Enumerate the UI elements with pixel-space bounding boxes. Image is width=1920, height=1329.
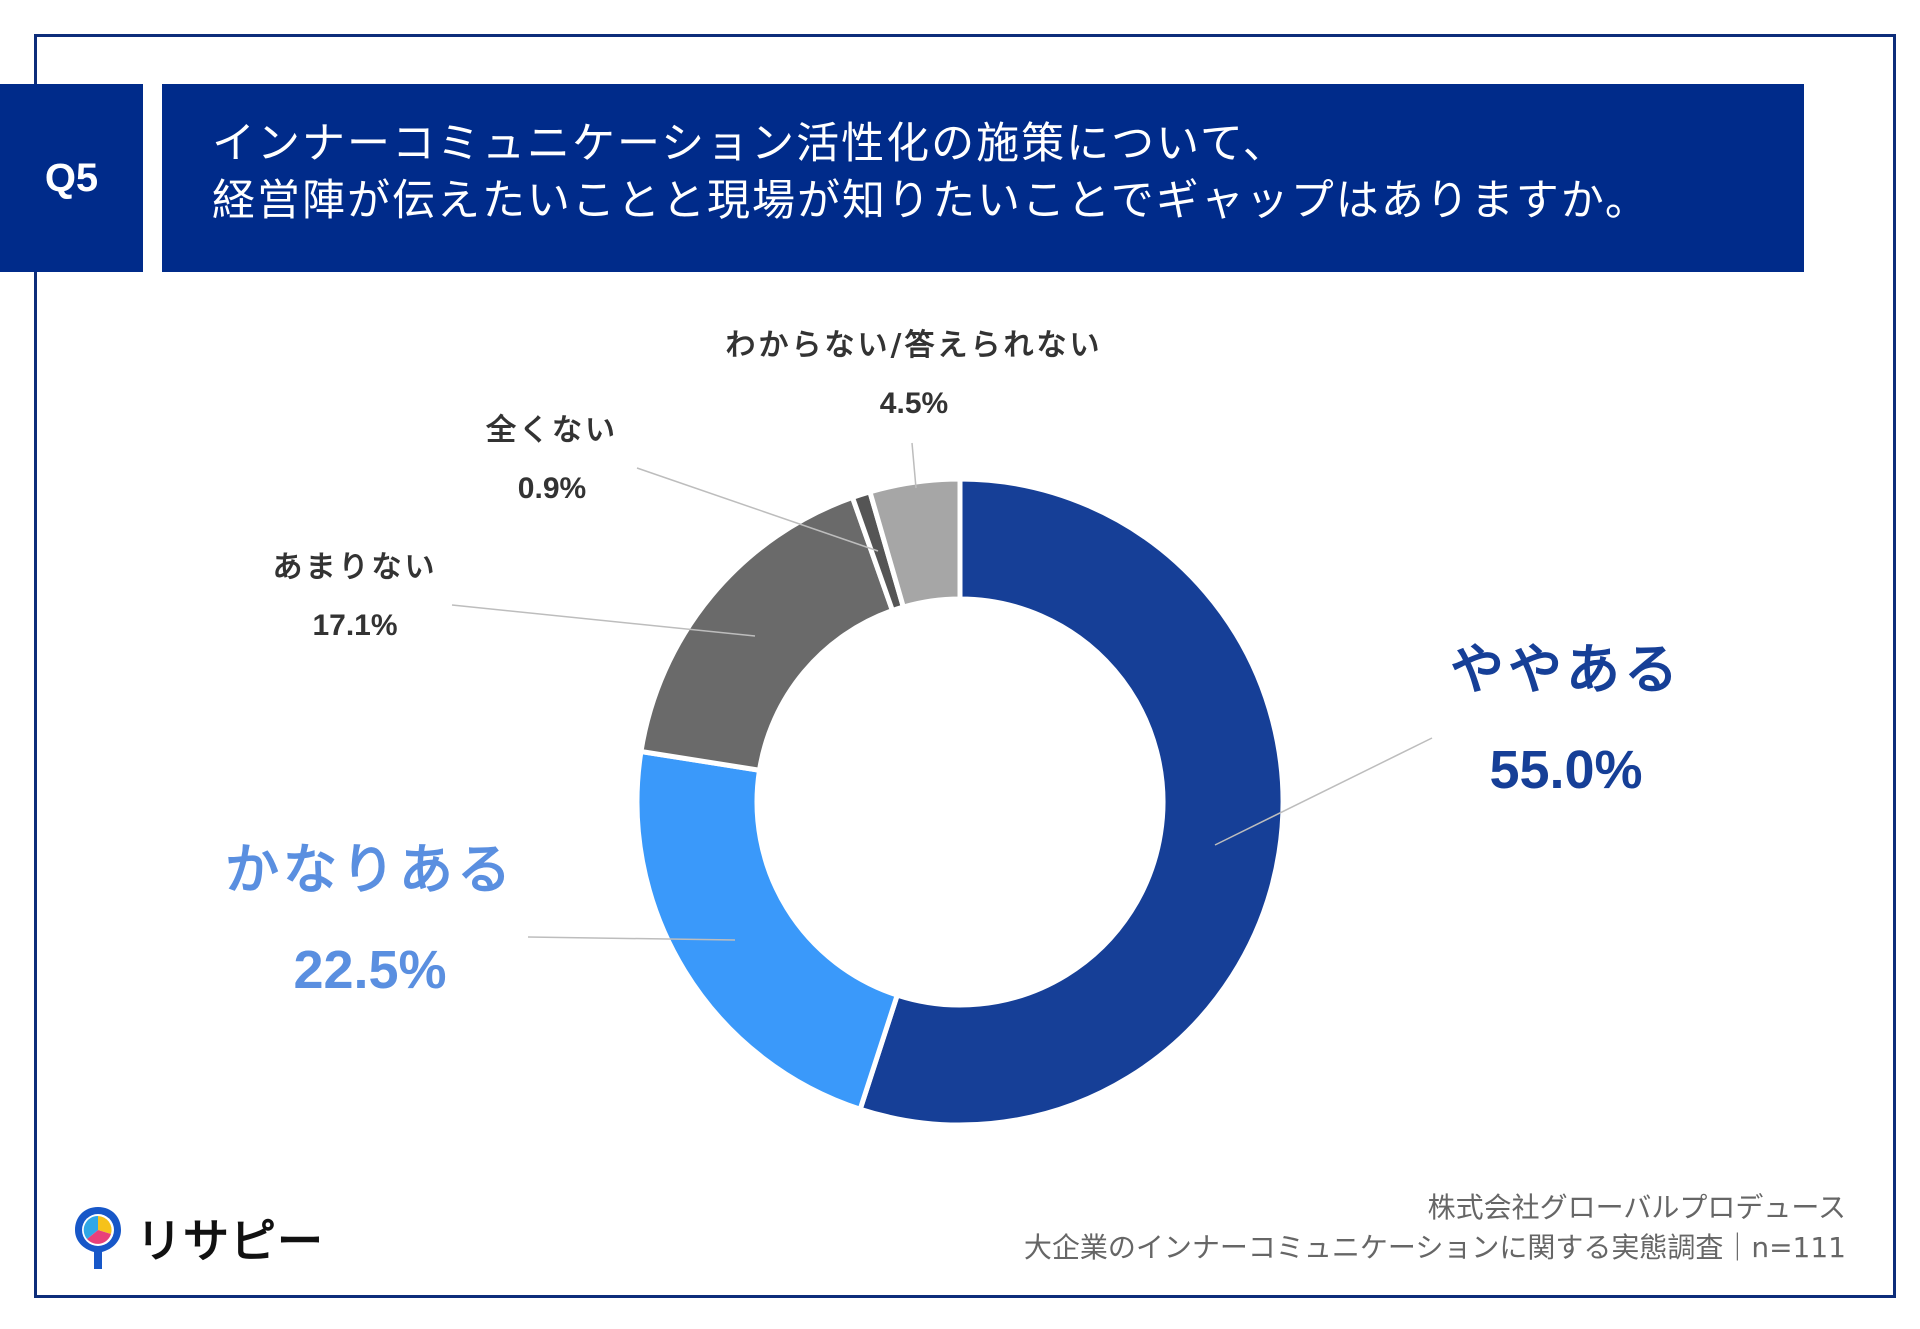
source-note: 株式会社グローバルプロデュース 大企業のインナーコミュニケーションに関する実態調… <box>1024 1188 1846 1268</box>
slice-5 <box>867 476 963 610</box>
slice-3 <box>638 494 895 773</box>
question-title-line-1: インナーコミュニケーション活性化の施策について、 <box>212 119 1288 169</box>
donut-slices <box>634 476 1286 1128</box>
slice-2 <box>634 748 900 1112</box>
leader-line-2 <box>527 936 736 941</box>
source-company: 株式会社グローバルプロデュース <box>1427 1191 1846 1224</box>
leader-lines <box>451 442 1433 941</box>
leader-line-5 <box>911 442 917 489</box>
slice-labels: ややある 55.0% かなりある 22.5% あまりない 17.1% 全くない 0.9% わから… <box>225 328 1682 1000</box>
pin-logo-icon <box>75 1207 121 1269</box>
slice-label-2: かなりある <box>225 838 515 901</box>
logo-text: リサピー <box>136 1214 324 1268</box>
slice-value-5: 4.5% <box>880 387 948 420</box>
slice-value-2: 22.5% <box>293 940 446 1000</box>
source-survey: 大企業のインナーコミュニケーションに関する実態調査｜n=111 <box>1023 1231 1846 1264</box>
slice-1 <box>857 476 1286 1128</box>
leader-line-4 <box>636 467 879 552</box>
question-title: インナーコミュニケーション活性化の施策について、 経営陣が伝えたいことと現場が知… <box>162 84 1804 272</box>
brand-logo: リサピー <box>70 1203 324 1273</box>
chart-frame <box>34 34 1896 1298</box>
question-title-line-2: 経営陣が伝えたいことと現場が知りたいことでギャップはありますか。 <box>212 176 1650 226</box>
slice-value-4: 0.9% <box>518 472 586 505</box>
slice-label-1: ややある <box>1450 638 1682 701</box>
slice-value-1: 55.0% <box>1489 740 1642 800</box>
leader-line-1 <box>1214 737 1433 846</box>
leader-line-3 <box>451 604 756 637</box>
slice-value-3: 17.1% <box>312 609 397 642</box>
slice-label-4: 全くない <box>485 413 618 448</box>
slice-label-3: あまりない <box>273 550 438 585</box>
question-badge: Q5 <box>0 84 143 272</box>
slice-label-5: わからない/答えられない <box>726 328 1103 363</box>
